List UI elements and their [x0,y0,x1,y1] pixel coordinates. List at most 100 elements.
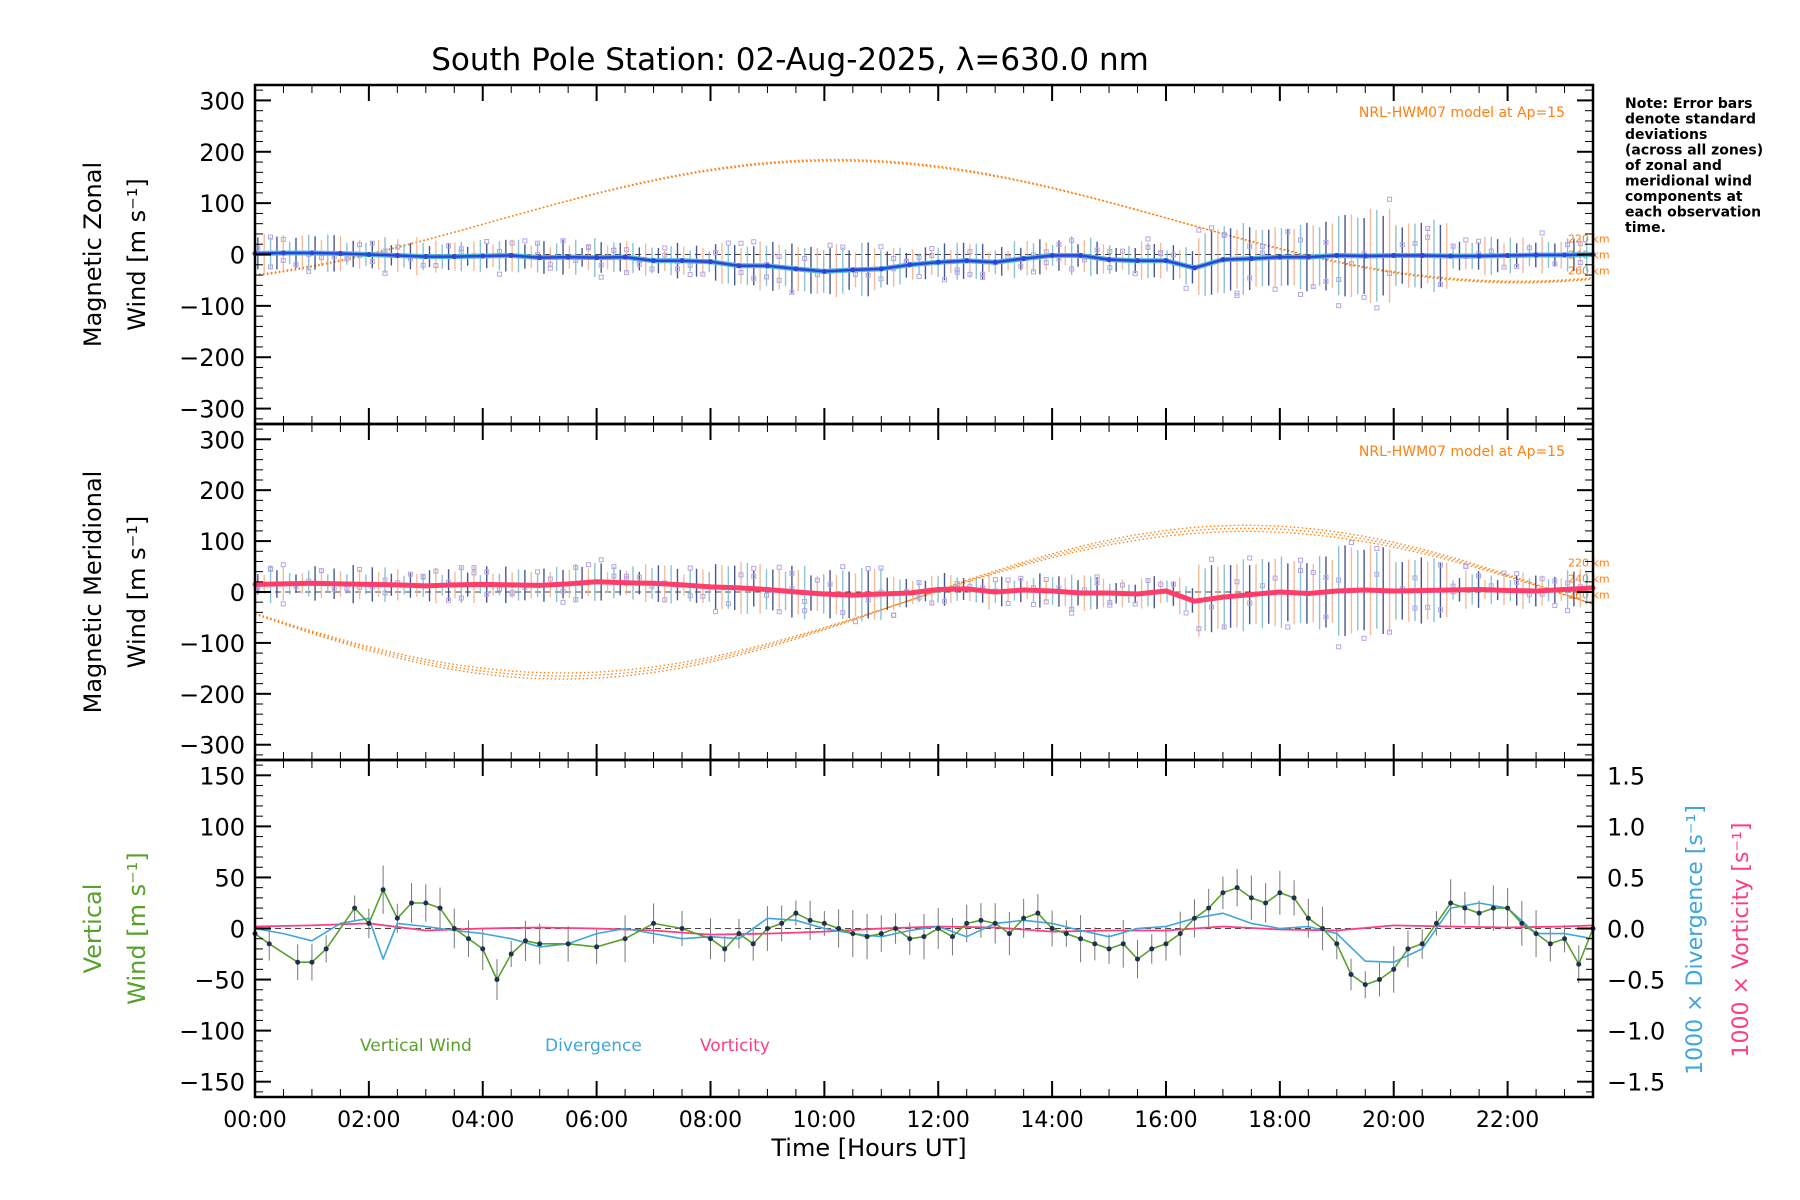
scatter-point [776,609,782,615]
vertical-wind-point [1476,910,1482,916]
vertical-wind-point [1234,885,1240,891]
scatter-point [598,274,604,280]
scatter-point [1145,578,1151,584]
scatter-point [852,271,858,277]
y-tick-label: 50 [214,864,245,892]
mean-point [480,253,486,259]
mean-point [850,592,856,598]
mean-point [565,581,571,587]
y-tick-label: 200 [199,477,245,505]
vertical-wind-point [1177,931,1183,937]
scatter-point [789,289,795,295]
mean-point [1476,586,1482,592]
scatter-point [929,245,935,251]
scatter-point [827,242,833,248]
y-axis-label-line1: Magnetic Meridional [79,471,107,714]
mean-point [1106,257,1112,263]
vertical-wind-point [1490,905,1496,911]
y2-tick-label: −0.5 [1607,967,1665,995]
scatter-point [1107,249,1113,255]
scatter-point [751,239,757,245]
vertical-wind-point [1191,915,1197,921]
scatter-point [1514,579,1520,585]
mean-point [736,585,742,591]
x-tick-label: 00:00 [223,1108,286,1133]
x-axis-label: Time [Hours UT] [770,1134,966,1162]
scatter-point [611,573,617,579]
vertical-wind-point [1505,905,1511,911]
mean-point [1305,591,1311,597]
mean-point [622,580,628,586]
y-tick-label: 100 [199,528,245,556]
mean-point [1191,265,1197,271]
scatter-point [763,592,769,598]
scatter-point [1196,227,1202,233]
vertical-wind-point [1078,936,1084,942]
scatter-point [1450,243,1456,249]
mean-point [1562,586,1568,592]
vertical-wind-point [1120,941,1126,947]
mean-point [964,586,970,592]
vertical-wind-point [537,941,543,947]
vertical-wind-point [451,926,457,931]
mean-point [394,253,400,259]
scatter-point [1285,229,1291,235]
scatter-point [852,619,858,625]
legend-divergence: Divergence [545,1036,642,1056]
vertical-wind-point [1376,977,1382,983]
y2-tick-label: −1.0 [1607,1018,1665,1046]
scatter-point [674,266,680,272]
scatter-point [1234,579,1240,585]
scatter-point [751,275,757,281]
scatter-point [382,577,388,583]
scatter-point [636,261,642,267]
scatter-point [268,565,274,571]
scatter-point [369,258,375,264]
vertical-wind-point [380,887,386,893]
scatter-point [585,562,591,568]
y-axis-label-line1: Vertical [79,884,107,974]
y-tick-label: −100 [179,1018,245,1046]
mean-point [764,586,770,592]
mean-point [1078,590,1084,596]
scatter-point [789,570,795,576]
vertical-wind-point [878,931,884,937]
scatter-point [1374,546,1380,552]
vertical-wind-point [437,905,443,911]
scatter-point [547,261,553,267]
scatter-point [980,271,986,277]
scatter-point [1107,599,1113,605]
scatter-point [916,580,922,586]
mean-point [1533,588,1539,594]
scatter-point [776,253,782,259]
vertical-wind-point [722,946,728,952]
note-line: deviations [1625,127,1707,143]
vertical-wind-point [366,920,372,926]
scatter-point [1514,571,1520,577]
vertical-wind-point [1305,915,1311,921]
mean-point [1305,254,1311,260]
scatter-point [1399,242,1405,248]
scatter-point [1476,238,1482,244]
scatter-point [1069,266,1075,272]
scatter-point [738,270,744,276]
x-tick-label: 02:00 [337,1108,400,1133]
scatter-point [1107,265,1113,271]
vertical-wind-point [1391,966,1397,972]
mean-point [992,589,998,595]
mean-point [1505,587,1511,593]
vertical-wind-point [466,936,472,942]
mean-point [1476,253,1482,259]
scatter-point [1323,614,1329,620]
scatter-point [1094,574,1100,580]
note-line: of zonal and [1625,158,1722,174]
y-axis-label-line1: Magnetic Zonal [79,162,107,347]
mean-point [964,258,970,264]
mean-point [1277,589,1283,595]
mean-point [622,254,628,260]
scatter-point [1069,610,1075,616]
vertical-wind-point [850,931,856,937]
mean-point [537,255,543,261]
vertical-wind-point [651,920,657,926]
